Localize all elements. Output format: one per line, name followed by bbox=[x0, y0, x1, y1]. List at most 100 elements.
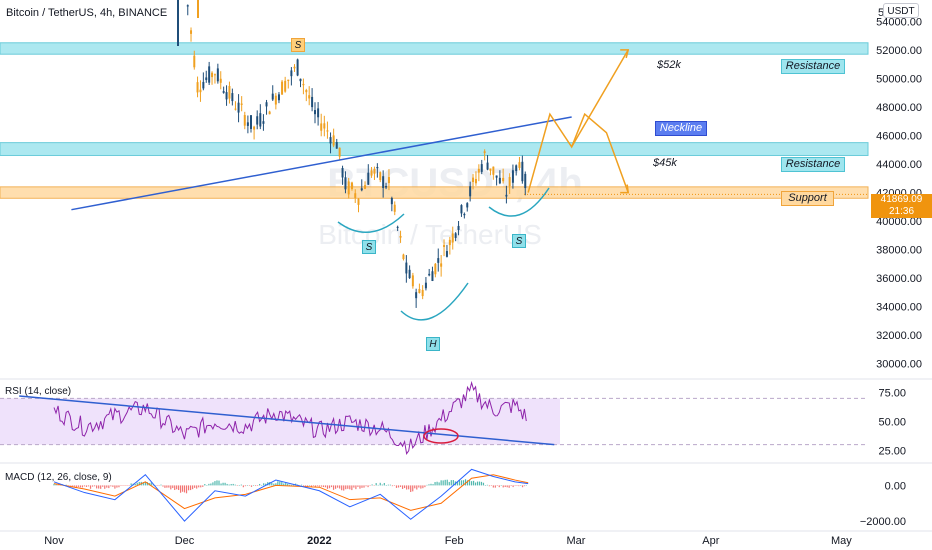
macd-histogram-bar bbox=[351, 485, 353, 491]
macd-histogram-bar bbox=[238, 485, 240, 486]
candle-body bbox=[231, 93, 234, 102]
candle-body bbox=[437, 258, 440, 263]
macd-histogram-bar bbox=[114, 485, 116, 489]
macd-histogram-bar bbox=[242, 485, 244, 488]
time-axis-tick: 2022 bbox=[307, 535, 331, 547]
macd-histogram-bar bbox=[204, 484, 206, 486]
macd-histogram-bar bbox=[156, 485, 158, 486]
resistance-lower-label[interactable]: Resistance bbox=[781, 157, 845, 172]
macd-histogram-bar bbox=[150, 482, 152, 486]
currency-button[interactable]: USDT bbox=[883, 3, 919, 18]
macd-histogram-bar bbox=[73, 485, 75, 487]
candle-body bbox=[202, 81, 205, 89]
macd-histogram-bar bbox=[516, 485, 518, 486]
macd-histogram-bar bbox=[359, 485, 361, 489]
candle-body bbox=[256, 116, 259, 125]
rsi-axis-tick: 25.00 bbox=[878, 445, 906, 457]
macd-histogram-bar bbox=[65, 484, 67, 486]
candle-body bbox=[237, 102, 240, 113]
candle-body bbox=[451, 233, 454, 243]
resistance-52k-label: $52k bbox=[657, 59, 681, 71]
macd-histogram-bar bbox=[256, 485, 259, 486]
candle-body bbox=[402, 254, 405, 260]
candle-body bbox=[193, 55, 196, 68]
macd-histogram-bar bbox=[322, 485, 325, 488]
head-label: H bbox=[426, 337, 440, 351]
macd-histogram-bar bbox=[122, 485, 124, 486]
macd-histogram-bar bbox=[401, 485, 404, 489]
candle-body bbox=[370, 170, 373, 176]
macd-histogram-bar bbox=[144, 481, 146, 486]
resistance-upper-label[interactable]: Resistance bbox=[781, 59, 845, 74]
macd-histogram-bar bbox=[189, 485, 192, 491]
candle-body bbox=[405, 262, 408, 274]
macd-histogram-bar bbox=[236, 485, 238, 486]
macd-histogram-bar bbox=[373, 485, 375, 486]
arrow-head bbox=[620, 49, 630, 59]
macd-histogram-bar bbox=[104, 485, 106, 489]
candle-body bbox=[518, 162, 521, 168]
macd-histogram-bar bbox=[138, 481, 140, 486]
macd-histogram-bar bbox=[367, 485, 369, 488]
candle-body bbox=[498, 177, 501, 184]
macd-histogram-bar bbox=[55, 484, 57, 486]
price-axis-tick: 46000.00 bbox=[876, 131, 922, 143]
macd-histogram-bar bbox=[393, 485, 396, 486]
candle-body bbox=[486, 162, 489, 170]
candle-body bbox=[199, 89, 202, 93]
macd-histogram-bar bbox=[248, 485, 251, 486]
candle-body bbox=[428, 273, 431, 276]
candle-body bbox=[466, 203, 469, 208]
candle-body bbox=[460, 205, 463, 214]
macd-histogram-bar bbox=[228, 484, 230, 486]
macd-histogram-bar bbox=[77, 485, 79, 487]
neckline-label[interactable]: Neckline bbox=[655, 121, 707, 136]
macd-histogram-bar bbox=[126, 485, 128, 486]
macd-histogram-bar bbox=[361, 485, 363, 488]
neckline-trendline bbox=[71, 116, 572, 211]
candle-body bbox=[296, 59, 299, 76]
rsi-axis-tick: 50.00 bbox=[878, 417, 906, 429]
macd-histogram-bar bbox=[464, 479, 467, 486]
macd-axis-tick: −2000.00 bbox=[860, 516, 906, 528]
macd-histogram-bar bbox=[158, 485, 160, 486]
candle-body bbox=[284, 80, 287, 92]
price-axis-tick: 54000.00 bbox=[876, 16, 922, 28]
macd-histogram-bar bbox=[326, 485, 329, 489]
candle-body bbox=[249, 115, 252, 129]
candle-body bbox=[448, 239, 451, 246]
candle-body bbox=[399, 235, 402, 238]
candle-body bbox=[308, 95, 311, 99]
candle-body bbox=[495, 175, 498, 178]
macd-histogram-bar bbox=[438, 482, 440, 486]
candle-body bbox=[440, 263, 443, 267]
macd-histogram-bar bbox=[308, 485, 311, 486]
support-label[interactable]: Support bbox=[781, 191, 834, 206]
candle-body bbox=[317, 108, 320, 118]
macd-histogram-bar bbox=[324, 485, 327, 488]
candle-body bbox=[408, 269, 411, 279]
macd-histogram-bar bbox=[142, 482, 144, 486]
macd-histogram-bar bbox=[355, 485, 357, 490]
candle-body bbox=[259, 113, 262, 127]
candle-body bbox=[274, 95, 277, 105]
macd-histogram-bar bbox=[347, 485, 349, 489]
macd-histogram-bar bbox=[508, 485, 510, 488]
macd-histogram-bar bbox=[170, 485, 172, 490]
last-price-tag: 41869.09 21:36 bbox=[871, 194, 932, 218]
macd-histogram-bar bbox=[432, 484, 434, 486]
macd-histogram-bar bbox=[500, 485, 502, 486]
macd-histogram-bar bbox=[332, 485, 335, 490]
macd-histogram-bar bbox=[314, 485, 316, 487]
macd-histogram-bar bbox=[281, 482, 283, 486]
macd-histogram-bar bbox=[202, 485, 204, 487]
macd-histogram-bar bbox=[53, 483, 55, 486]
candle-body bbox=[253, 126, 256, 130]
macd-histogram-bar bbox=[385, 485, 387, 486]
macd-signal-line bbox=[53, 474, 529, 511]
candle-body bbox=[265, 102, 268, 107]
macd-histogram-bar bbox=[456, 481, 458, 486]
candle-body bbox=[373, 168, 376, 174]
macd-histogram-bar bbox=[460, 480, 463, 486]
